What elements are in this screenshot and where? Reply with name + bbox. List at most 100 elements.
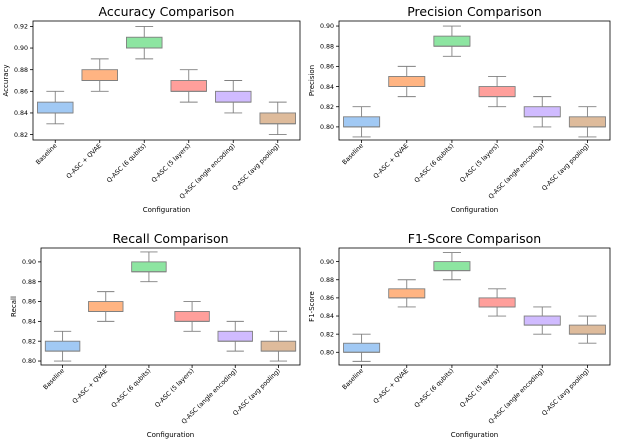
x-axis-label: Configuration	[143, 206, 190, 214]
box-body	[174, 311, 210, 322]
x-tick-label: Q-ASC + QVAE	[71, 367, 109, 405]
box-6	[568, 106, 606, 138]
box-5	[214, 80, 252, 114]
y-tick-label: 0.84	[14, 110, 28, 117]
y-tick-label: 0.86	[22, 299, 36, 306]
box-3	[433, 25, 471, 57]
x-tick-label: Q-ASC + QVAE	[372, 367, 410, 405]
box-3	[433, 252, 471, 281]
box-body	[523, 315, 561, 326]
x-tick-label: Q-ASC (5 layers)	[459, 142, 501, 184]
plot-frame	[40, 247, 301, 366]
box-body	[568, 324, 606, 335]
box-body	[214, 90, 252, 103]
y-tick-label: 0.80	[320, 350, 334, 357]
x-tick-label: Q-ASC + QVAE	[372, 142, 410, 180]
box-4	[478, 288, 516, 317]
subplot-4: F1-Score Comparison 0.80 0.82 0.84 0.86 0.88 0…	[308, 231, 611, 439]
y-axis-label: F1-Score	[308, 291, 316, 322]
box-body	[259, 112, 297, 125]
y-tick-label: 0.84	[22, 319, 36, 326]
subplot-3: Recall Comparison 0.80 0.82 0.84 0.86 0.88 0.9…	[10, 231, 301, 439]
box-body	[44, 340, 81, 352]
y-tick-label: 0.90	[14, 45, 28, 52]
y-tick-label: 0.80	[320, 124, 334, 131]
box-3	[125, 25, 163, 60]
x-tick-label: Baseline	[341, 367, 365, 391]
box-2	[388, 279, 426, 308]
y-axis-label: Accuracy	[2, 65, 10, 97]
box-1	[44, 330, 81, 362]
box-4	[170, 69, 207, 103]
x-tick-label: Q-ASC (avg pooling)	[232, 367, 282, 417]
box-4	[478, 76, 516, 108]
box-6	[260, 330, 297, 362]
x-tick-label: Q-ASC + QVAE	[65, 142, 103, 180]
box-body	[125, 36, 163, 49]
box-body	[260, 340, 297, 352]
y-tick-label: 0.86	[14, 89, 28, 96]
x-tick-label: Q-ASC (avg pooling)	[541, 367, 591, 417]
plot-frame	[338, 20, 611, 141]
y-tick-label: 0.90	[320, 23, 334, 30]
x-tick-label: Baseline	[42, 367, 66, 391]
x-tick-label: Q-ASC (6 qubits)	[413, 367, 455, 409]
y-tick-label: 0.86	[320, 295, 334, 302]
subplot-1: Accuracy Comparison 0.82 0.84 0.86 0.88 0.90 0…	[2, 4, 301, 214]
box-body	[433, 261, 471, 272]
box-body	[388, 76, 426, 88]
subplot-2: Precision Comparison 0.80 0.82 0.84 0.86 0.88…	[308, 4, 611, 214]
box-2	[88, 291, 124, 322]
subplot-title: Accuracy Comparison	[99, 4, 235, 19]
y-tick-label: 0.82	[320, 331, 334, 338]
box-1	[37, 90, 74, 125]
y-tick-label: 0.90	[320, 259, 334, 266]
x-tick-label: Q-ASC (avg pooling)	[231, 142, 281, 192]
subplot-title: F1-Score Comparison	[408, 231, 541, 246]
y-tick-label: 0.92	[14, 24, 28, 31]
box-5	[523, 96, 561, 128]
box-3	[131, 251, 167, 283]
box-2	[388, 65, 426, 98]
box-1	[343, 106, 381, 138]
y-tick-label: 0.82	[14, 132, 28, 139]
y-tick-label: 0.88	[14, 67, 28, 74]
x-tick-label: Q-ASC (6 qubits)	[106, 142, 148, 184]
box-6	[568, 315, 606, 344]
x-tick-label: Baseline	[341, 142, 365, 166]
box-body	[170, 80, 207, 92]
subplot-title: Precision Comparison	[407, 4, 542, 19]
x-tick-label: Q-ASC (5 layers)	[459, 367, 501, 409]
y-axis-label: Precision	[308, 65, 316, 96]
y-tick-label: 0.80	[22, 358, 36, 365]
x-tick-label: Q-ASC (avg pooling)	[541, 142, 591, 192]
y-tick-label: 0.84	[320, 313, 334, 320]
box-4	[174, 301, 210, 332]
box-body	[478, 297, 516, 308]
y-tick-label: 0.84	[320, 84, 334, 91]
box-body	[433, 35, 471, 47]
x-axis-label: Configuration	[147, 431, 194, 439]
y-tick-label: 0.82	[22, 338, 36, 345]
box-6	[259, 101, 297, 136]
box-body	[37, 101, 74, 114]
y-tick-label: 0.88	[320, 43, 334, 50]
box-body	[81, 69, 118, 81]
x-tick-label: Q-ASC (5 layers)	[154, 367, 196, 409]
box-1	[343, 333, 381, 362]
box-body	[388, 288, 426, 299]
x-tick-label: Q-ASC (6 qubits)	[110, 367, 152, 409]
x-tick-label: Q-ASC (5 layers)	[150, 142, 192, 184]
y-tick-label: 0.82	[320, 104, 334, 111]
subplot-title: Recall Comparison	[112, 231, 228, 246]
y-tick-label: 0.90	[22, 259, 36, 266]
y-tick-label: 0.86	[320, 64, 334, 71]
box-body	[478, 86, 516, 98]
box-2	[81, 58, 118, 92]
x-tick-label: Baseline	[35, 142, 59, 166]
x-tick-label: Q-ASC (6 qubits)	[413, 142, 455, 184]
x-axis-label: Configuration	[451, 431, 498, 439]
y-tick-label: 0.88	[320, 277, 334, 284]
